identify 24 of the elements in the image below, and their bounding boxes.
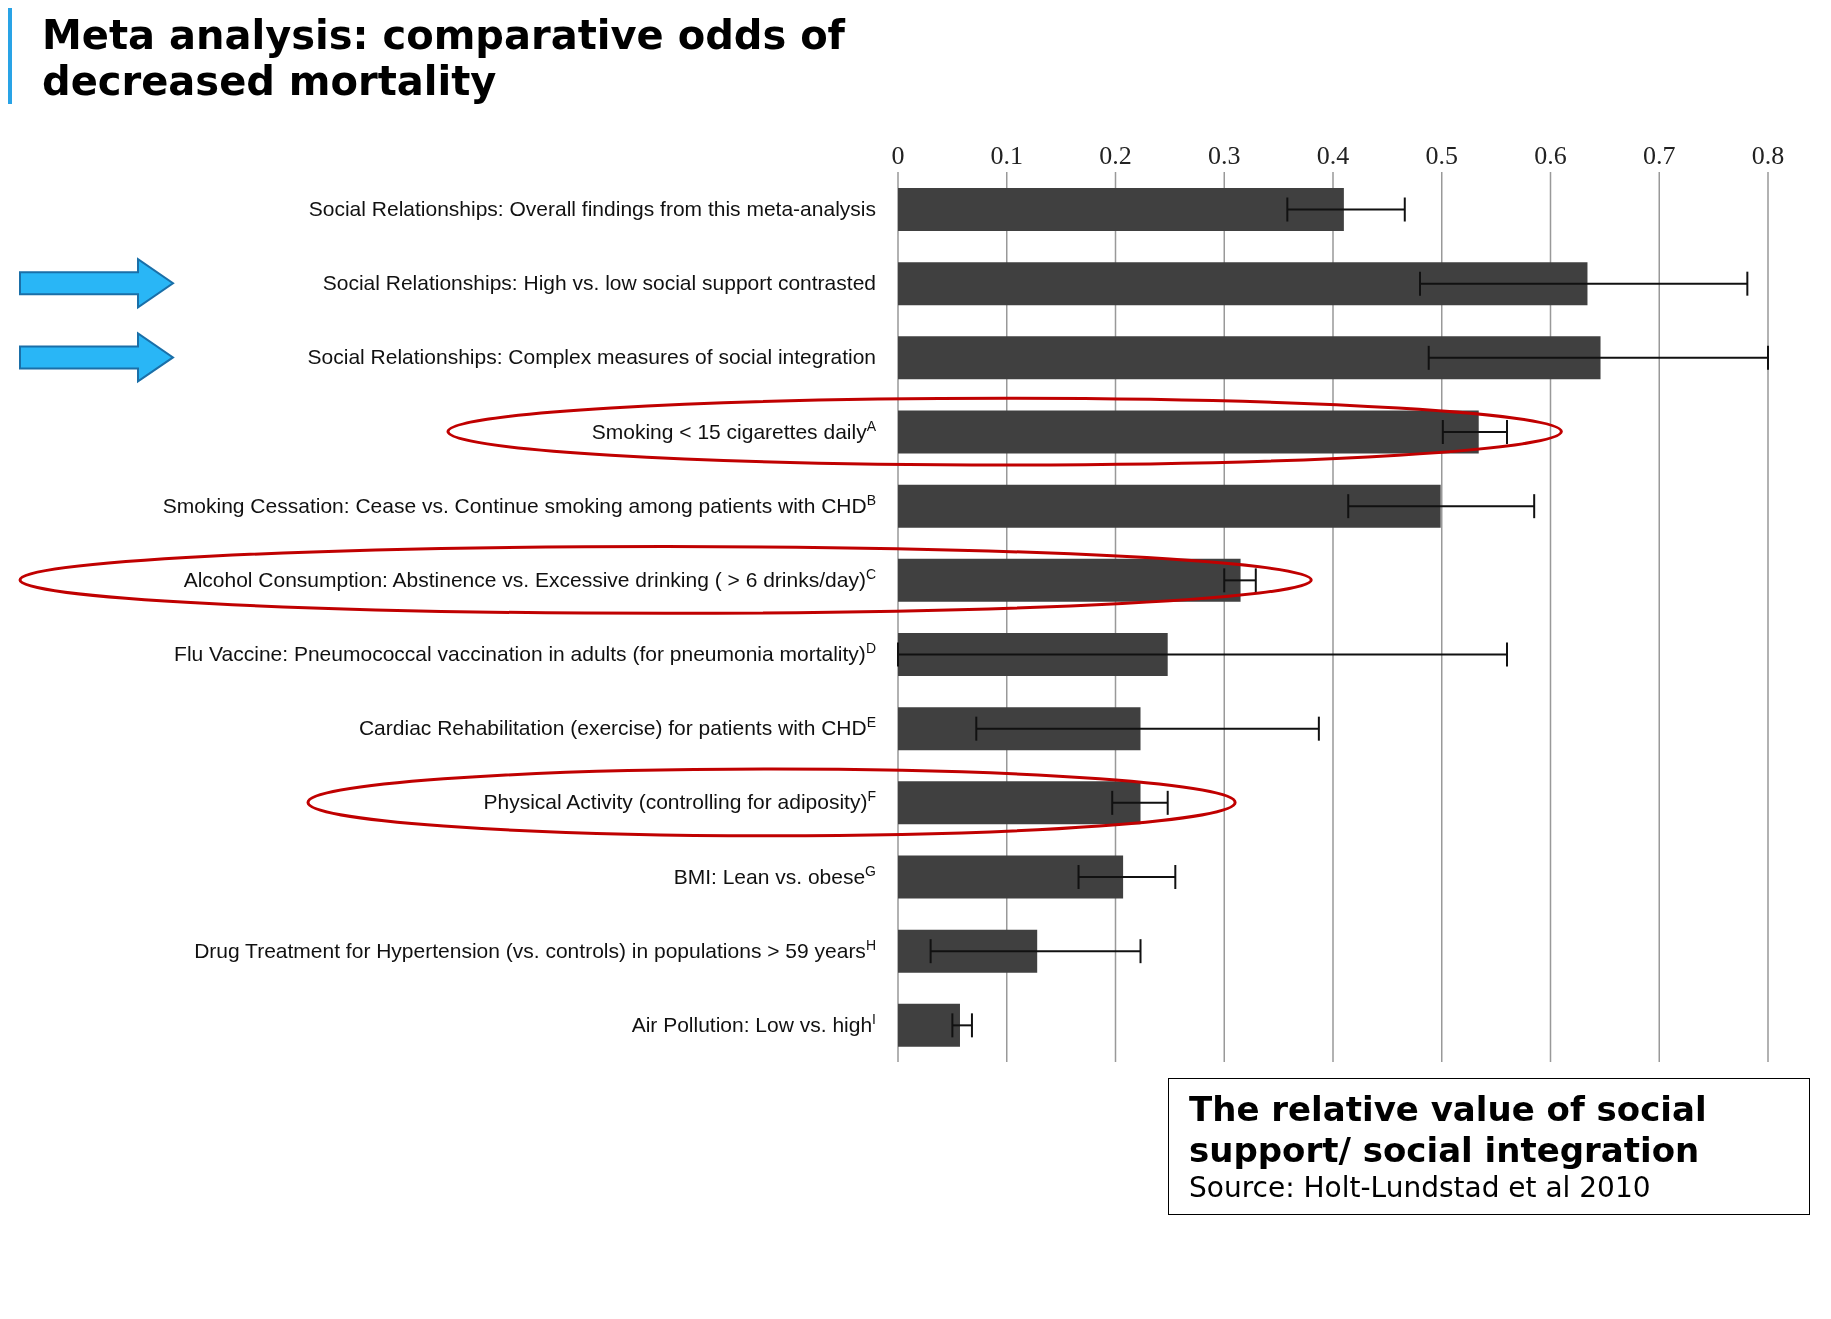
text: The relative value of social support/ social integration [1189,1089,1708,1171]
x-tick-label: 0.7 [1643,141,1676,170]
y-tick-label: Alcohol Consumption: Abstinence vs. Excessive drinking ( > 6 drinks/day)$^{C}$ [183,565,876,591]
y-tick-label: Smoking < 15 cigarettes daily$^{A}$ [591,417,877,443]
y-tick-label: Physical Activity (controlling for adiposity)$^{F}$ [483,788,876,814]
source-note: Source: Holt-Lundstad et al 2010 [1189,1170,1652,1205]
y-tick-label: Cardiac Rehabilitation (exercise) for patients with CHD$^{E}$ [358,714,876,740]
y-tick-label: BMI: Lean vs. obese$^{G}$ [673,862,876,888]
y-tick-label: Social Relationships: Overall findings from this meta-analysis [308,197,876,221]
x-tick-label: 0.2 [1099,141,1132,170]
x-tick-label: 0.1 [990,141,1023,170]
y-tick-label: Flu Vaccine: Pneumococcal vaccination in adults (for pneumonia mortality)$^{D}$ [174,640,876,666]
y-tick-label: Air Pollution: Low vs. high$^{I}$ [631,1010,876,1036]
x-tick-label: 0.8 [1751,141,1785,170]
x-tick-label: 0.3 [1208,141,1241,170]
x-tick-label: 0.4 [1316,141,1350,170]
x-tick-label: 0.5 [1425,141,1458,170]
text: Meta analysis: comparative odds of decreased mortality [8,8,862,104]
x-tick-label: 0 [891,141,905,170]
y-tick-label: Social Relationships: High vs. low social support contrasted [322,271,876,295]
y-tick-label: Smoking Cessation: Cease vs. Continue smoking among patients with CHD$^{B}$ [162,491,876,517]
y-tick-label: Drug Treatment for Hypertension (vs. controls) in populations > 59 years$^{H}$ [194,936,876,962]
y-tick-label: Social Relationships: Complex measures of social integration [307,345,876,369]
x-tick-label: 0.6 [1534,141,1567,170]
